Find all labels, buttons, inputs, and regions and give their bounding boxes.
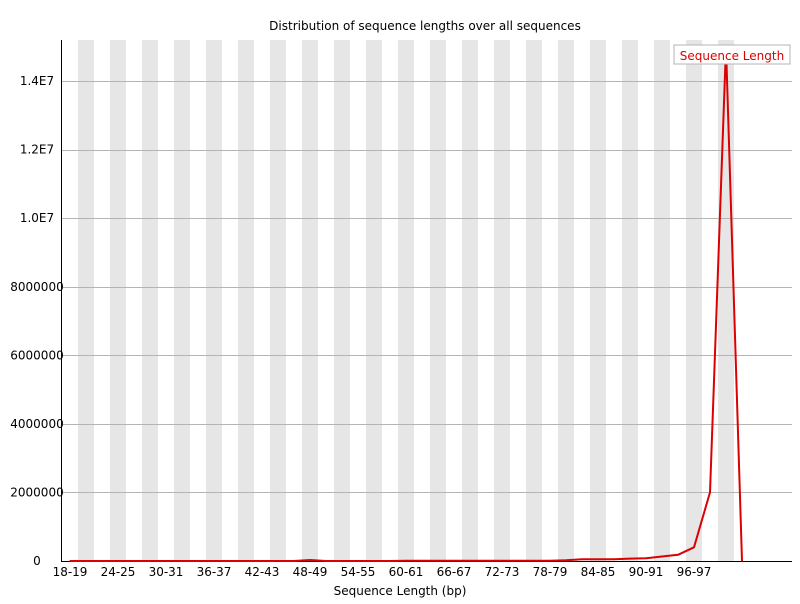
legend-item-sequence-length: Sequence Length — [680, 49, 784, 63]
data-point-66-67 — [453, 559, 455, 562]
band-80-81 — [558, 40, 574, 561]
data-point-44-45 — [277, 560, 279, 562]
band-88-89 — [622, 40, 638, 561]
x-tick-label: 18-19 — [53, 565, 88, 579]
data-point-60-61 — [405, 559, 407, 562]
data-point-62-63 — [421, 559, 423, 562]
y-tick-label: 4000000 — [10, 417, 63, 431]
x-tick-label: 78-79 — [533, 565, 568, 579]
band-48-49 — [302, 40, 318, 561]
data-point-36-37 — [213, 560, 215, 562]
data-point-86-87 — [613, 558, 615, 561]
data-point-90-91 — [645, 557, 647, 560]
data-point-76-77 — [533, 559, 535, 562]
data-point-42-43 — [261, 560, 263, 562]
x-tick-label: 90-91 — [629, 565, 664, 579]
band-44-45 — [270, 40, 286, 561]
x-tick-label: 96-97 — [677, 565, 712, 579]
data-point-80-81 — [565, 559, 567, 562]
alternating-bands — [78, 40, 734, 561]
data-point-34-35 — [197, 560, 199, 562]
band-96-97 — [686, 40, 702, 561]
series-layer — [69, 45, 743, 562]
legend-box — [673, 44, 791, 65]
y-tick-label: 1.2E7 — [20, 143, 54, 157]
band-24-25 — [110, 40, 126, 561]
data-point-46-47 — [293, 560, 295, 562]
band-64-65 — [430, 40, 446, 561]
x-tick-label: 54-55 — [341, 565, 376, 579]
data-point-98-99 — [709, 491, 711, 494]
x-tick-labels: 18-19 24-25 30-31 36-37 42-43 48-49 54-55 60-61… — [53, 565, 712, 579]
band-20-21 — [78, 40, 94, 561]
band-76-77 — [526, 40, 542, 561]
band-40-41 — [238, 40, 254, 561]
y-gridlines — [61, 81, 792, 493]
data-point-101 — [741, 560, 743, 562]
band-28-29 — [142, 40, 158, 561]
y-tick-label: 0 — [33, 554, 41, 568]
data-point-28-29 — [149, 560, 151, 562]
band-32-33 — [174, 40, 190, 561]
data-point-82-83 — [581, 558, 583, 561]
data-point-88-89 — [629, 557, 631, 560]
y-tick-label: 1.0E7 — [20, 211, 54, 225]
y-tick-label: 6000000 — [10, 348, 63, 362]
data-point-78-79 — [549, 559, 551, 562]
x-tick-label: 60-61 — [389, 565, 424, 579]
data-point-52-53 — [341, 560, 343, 562]
data-point-74-75 — [517, 559, 519, 562]
data-point-64-65 — [437, 559, 439, 562]
data-point-56-57 — [373, 560, 375, 562]
data-point-38-39 — [229, 560, 231, 562]
band-84-85 — [590, 40, 606, 561]
data-point-24-25 — [117, 560, 119, 562]
data-point-40-41 — [245, 560, 247, 562]
data-point-30-31 — [165, 560, 167, 562]
y-tick-label: 1.4E7 — [20, 74, 54, 88]
data-point-72-73 — [501, 559, 503, 562]
band-60-61 — [398, 40, 414, 561]
data-point-26-27 — [133, 560, 135, 562]
x-axis-title: Sequence Length (bp) — [334, 584, 467, 598]
y-tick-label: 8000000 — [10, 280, 63, 294]
band-52-53 — [334, 40, 350, 561]
x-tick-label: 24-25 — [101, 565, 136, 579]
band-92-93 — [654, 40, 670, 561]
x-tick-label: 30-31 — [149, 565, 184, 579]
data-point-18-19 — [69, 560, 71, 562]
data-point-22-23 — [101, 560, 103, 562]
data-point-84-85 — [597, 558, 599, 561]
data-point-96-97 — [693, 546, 695, 549]
data-point-50-51 — [325, 560, 327, 562]
data-point-32-33 — [181, 560, 183, 562]
data-point-70-71 — [485, 559, 487, 562]
data-point-68-69 — [469, 559, 471, 562]
band-100 — [718, 40, 734, 561]
data-point-94-95 — [677, 554, 679, 556]
data-point-58-59 — [389, 560, 391, 562]
data-point-54-55 — [357, 560, 359, 562]
x-tick-label: 42-43 — [245, 565, 280, 579]
y-tick-label: 2000000 — [10, 485, 63, 499]
band-68-69 — [462, 40, 478, 561]
legend: Sequence Length — [673, 44, 791, 65]
x-tick-label: 84-85 — [581, 565, 616, 579]
data-point-48-49 — [309, 559, 311, 561]
x-tick-label: 48-49 — [293, 565, 328, 579]
x-tick-label: 36-37 — [197, 565, 232, 579]
band-36-37 — [206, 40, 222, 561]
band-72-73 — [494, 40, 510, 561]
chart-title: Distribution of sequence lengths over al… — [269, 19, 581, 33]
band-56-57 — [366, 40, 382, 561]
data-point-92-93 — [661, 555, 663, 558]
data-point-20-21 — [85, 560, 87, 562]
chart-axes — [61, 40, 792, 562]
y-tick-labels: 0 2000000 4000000 6000000 8000000 1.0E7 1.2E7 1… — [10, 74, 63, 568]
x-tick-label: 72-73 — [485, 565, 520, 579]
x-tick-label: 66-67 — [437, 565, 472, 579]
